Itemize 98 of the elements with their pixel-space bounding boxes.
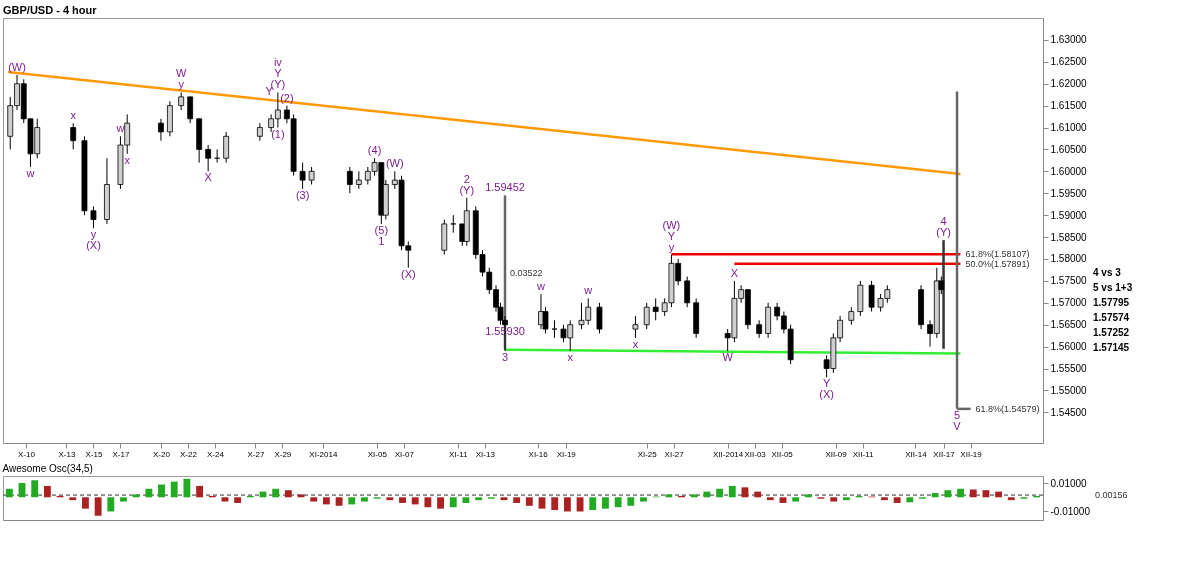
annotation: y (90, 228, 97, 241)
y-tick-label: 1.60000 (1050, 165, 1088, 177)
x-tick-label: X-22 (179, 449, 198, 459)
y-tick-label: 1.61000 (1050, 122, 1088, 134)
ref-line-label: 0.00156 (1095, 490, 1128, 501)
x-tick-label: X-20 (152, 449, 171, 459)
x-tick-label: XII-2014 (713, 449, 744, 459)
text: 5 vs 1+3 (1093, 282, 1133, 293)
annotation: (W) (8, 60, 26, 73)
annotation: X (730, 266, 739, 279)
y-tick-label: 1.63000 (1050, 34, 1088, 46)
annotation: 50.0%(1.57891) (965, 258, 1030, 269)
y-tick-label: 1.61500 (1050, 100, 1088, 112)
annotation: Y (274, 67, 283, 80)
annotation: Y (822, 377, 831, 390)
annotation: X (204, 171, 213, 184)
annotation: (5) (374, 223, 389, 236)
y-tick-label: 1.56000 (1050, 341, 1088, 353)
x-tick-label: XI-16 (528, 449, 549, 459)
annotation: w (583, 284, 593, 297)
text: 1.57145 (1093, 342, 1130, 353)
annotation: V (953, 419, 962, 432)
x-tick-label: X-10 (18, 449, 36, 459)
text: 4 vs 3 (1093, 267, 1122, 278)
x-tick-label: X-27 (247, 449, 265, 459)
annotation: 61.8%(1.58107) (965, 249, 1030, 260)
annotation: 2 (463, 172, 470, 185)
x-tick-label: XI-05 (367, 449, 388, 459)
annotation: Y (667, 229, 676, 242)
y-tick-label: 1.62000 (1050, 78, 1088, 90)
x-tick-label: X-29 (274, 449, 292, 459)
y-tick-label: 1.54500 (1050, 406, 1088, 418)
y-tick-label: 1.59000 (1050, 209, 1088, 221)
annotation: (W) (662, 218, 681, 231)
annotation: 4 (940, 215, 947, 228)
x-tick-label: X-24 (206, 449, 225, 459)
annotation: 0.03522 (510, 268, 543, 279)
annotation: (Y) (936, 226, 951, 239)
annotation: W (722, 350, 734, 363)
annotation: (X) (86, 239, 101, 252)
chart-title: Awesome Osc(34,5) (2, 463, 93, 474)
x-tick-label: X-17 (112, 449, 130, 459)
x-tick-label: XI-27 (664, 449, 685, 459)
annotation: (4) (367, 144, 382, 157)
y-tick-label: 1.59500 (1050, 187, 1088, 199)
y-tick-label: 0.01000 (1050, 477, 1088, 489)
y-tick-label: 1.60500 (1050, 143, 1088, 155)
annotation: 1 (378, 234, 385, 247)
annotation: w (536, 280, 546, 293)
x-tick-label: X-13 (58, 449, 76, 459)
x-tick-label: XI-19 (556, 449, 577, 459)
annotation: (Y) (270, 78, 286, 91)
annotation: iv (273, 56, 283, 69)
x-tick-label: XI-25 (637, 449, 658, 459)
annotation: (X) (400, 267, 416, 280)
x-tick-label: XI-11 (449, 449, 469, 459)
x-tick-label: XII-11 (852, 449, 875, 459)
x-tick-label: XII-05 (771, 449, 794, 459)
x-tick-label: XI-07 (394, 449, 415, 459)
annotation: y (668, 240, 675, 253)
annotation: x (124, 153, 131, 166)
y-tick-label: 1.55500 (1050, 363, 1088, 375)
x-tick-label: XI-13 (475, 449, 496, 459)
y-tick-label: 1.56500 (1050, 319, 1088, 331)
x-tick-label: X-15 (85, 449, 103, 459)
y-tick-label: -0.01000 (1050, 505, 1091, 517)
x-tick-label: XII-14 (905, 449, 928, 459)
y-tick-label: 1.55000 (1050, 384, 1088, 396)
text: 1.57252 (1093, 327, 1130, 338)
x-tick-label: XII-19 (960, 449, 983, 459)
annotation: w (25, 166, 35, 179)
y-tick-label: 1.58000 (1050, 253, 1088, 265)
annotation: 61.8%(1.54579) (975, 403, 1040, 414)
x-tick-label: XII-17 (933, 449, 956, 459)
annotation: x (70, 109, 77, 122)
annotation: 1.59452 (485, 181, 525, 194)
annotation: W (175, 67, 187, 80)
annotation: 5 (953, 408, 961, 421)
x-tick-label: XII-03 (744, 449, 767, 459)
annotation: (3) (295, 188, 310, 201)
annotation: (W) (385, 157, 404, 170)
annotation: x (567, 350, 574, 363)
y-tick-label: 1.62500 (1050, 56, 1088, 68)
y-tick-label: 1.57000 (1050, 297, 1088, 309)
text: 1.57574 (1093, 312, 1130, 323)
y-tick-label: 1.58500 (1050, 231, 1088, 243)
annotation: (Y) (459, 183, 475, 196)
y-tick-label: 1.57500 (1050, 275, 1088, 287)
annotation: (1) (271, 127, 285, 140)
chart-title: GBP/USD - 4 hour (3, 4, 98, 16)
annotation: (2) (280, 91, 294, 104)
x-tick-label: XI-2014 (309, 449, 338, 459)
annotation: x (632, 337, 639, 350)
annotation: y (178, 78, 185, 91)
annotation: (X) (819, 388, 834, 401)
annotation: 3 (501, 350, 509, 363)
text: 1.57795 (1093, 297, 1130, 308)
x-tick-label: XII-09 (825, 449, 848, 459)
